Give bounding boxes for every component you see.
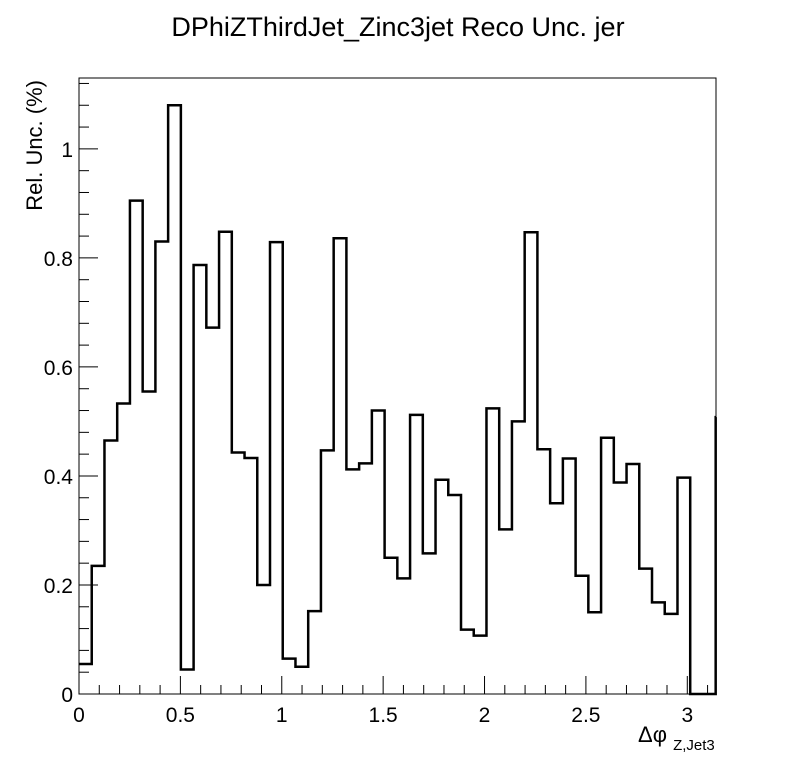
histogram-bin [270,242,283,694]
x-axis-ticks [78,676,709,694]
histogram-bin [550,503,563,694]
histogram-bin [525,232,538,694]
histogram-bin [245,458,258,694]
x-axis-title-main: Δφ [638,722,667,747]
histogram-bin [385,558,398,694]
histogram-bin [232,453,245,694]
x-tick-label: 3 [681,704,693,727]
histogram-bin [194,265,207,694]
histogram-bin [334,238,347,694]
histogram-bin [104,441,117,694]
plot-frame [78,77,717,695]
histogram-bin [155,242,168,694]
x-tick-label: 0.5 [166,704,195,727]
histogram-bin [206,328,219,694]
histogram-bins [79,105,716,694]
histogram-bin [168,105,181,694]
y-tick-label: 0.4 [44,466,74,489]
histogram-bin [181,669,194,694]
x-tick-label: 1.5 [369,704,398,727]
histogram-bin [512,421,525,694]
x-axis-title-subscript: Z,Jet3 [673,737,715,754]
histogram-bin [321,450,334,694]
histogram-bin [665,614,678,694]
x-tick-label: 2.5 [571,704,600,727]
histogram-bin [563,459,576,694]
histogram-bin [359,463,372,694]
histogram-bin [614,482,627,694]
y-axis-title: Rel. Unc. (%) [22,80,47,211]
histogram-bin [486,408,499,694]
histogram-bin [117,403,130,694]
histogram-bin [576,576,589,694]
x-tick-label: 0 [73,704,85,727]
y-tick-label: 0.6 [44,357,73,380]
histogram-bin [423,553,436,694]
x-axis-tick-labels: 0 0.5 1 1.5 2 2.5 3 [73,704,693,727]
histogram-bin [499,529,512,694]
y-tick-label: 0.2 [44,575,73,598]
x-tick-label: 1 [276,704,288,727]
histogram-bin [308,611,321,694]
histogram-bin [677,478,690,694]
histogram-bin [410,415,423,694]
histogram-bin [461,630,474,694]
histogram-bin [79,664,92,694]
histogram-bin [219,232,232,694]
histogram-bin [346,469,359,694]
y-axis-tick-labels: 0 0.2 0.4 0.6 0.8 1 [44,139,74,707]
histogram-bin [537,449,550,694]
histogram-bin [130,201,143,694]
histogram-bin [448,495,461,694]
histogram-bin [397,578,410,694]
y-tick-label: 0 [61,684,73,707]
chart-title: DPhiZThirdJet_Zinc3jet Reco Unc. jer [171,12,624,42]
histogram-bin [652,602,665,694]
histogram-bin [372,411,385,694]
histogram-bin [588,612,601,694]
histogram-bin [257,585,270,694]
histogram-bin [601,438,614,694]
histogram-bin [143,391,156,694]
histogram-bin [639,569,652,694]
histogram-bin [283,659,296,694]
y-tick-label: 1 [61,139,73,162]
x-axis-title: Δφ Z,Jet3 [638,722,715,754]
y-tick-label: 0.8 [44,248,73,271]
histogram-bin [436,480,449,694]
histogram-outline [79,104,717,696]
x-tick-label: 2 [479,704,491,727]
y-axis-ticks [79,82,98,695]
histogram-bin [627,464,640,694]
